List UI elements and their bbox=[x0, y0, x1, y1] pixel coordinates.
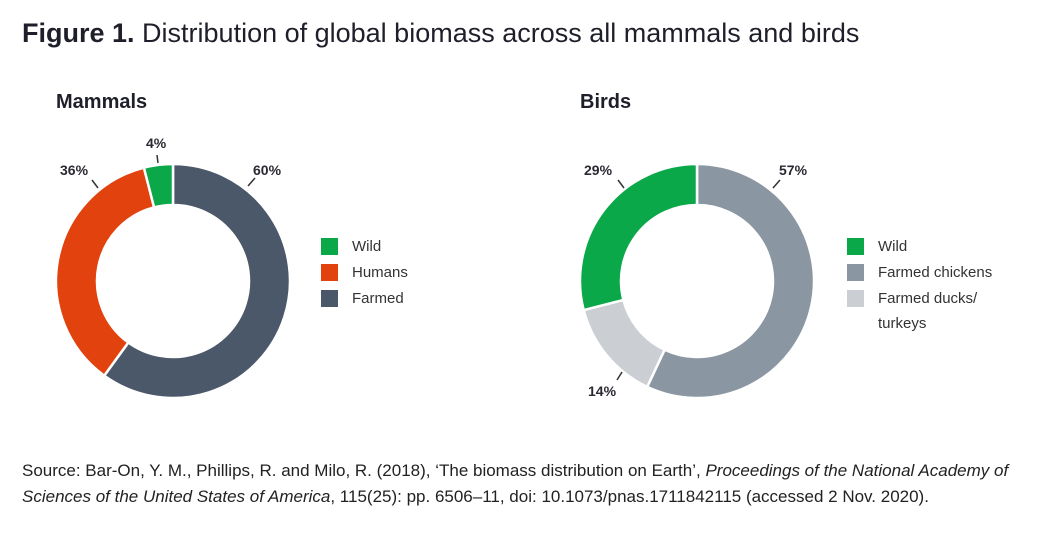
mammals-legend: Wild Humans Farmed bbox=[321, 238, 408, 316]
legend-label: Wild bbox=[352, 238, 382, 255]
mammals-chart-title: Mammals bbox=[56, 91, 148, 113]
legend-swatch bbox=[321, 238, 338, 255]
donut-slice-farmed-chickens bbox=[645, 162, 816, 400]
leader-line bbox=[91, 179, 99, 189]
leader-line bbox=[772, 179, 781, 189]
legend-item-wild: Wild bbox=[321, 238, 408, 255]
birds-donut bbox=[578, 162, 816, 400]
leader-line bbox=[247, 177, 256, 187]
legend-swatch bbox=[847, 264, 864, 281]
legend-label: Farmed bbox=[352, 290, 404, 307]
donut-slice-wild bbox=[578, 162, 699, 312]
leader-line bbox=[617, 179, 625, 189]
legend-swatch bbox=[321, 264, 338, 281]
source-suffix: , 115(25): pp. 6506–11, doi: 10.1073/pna… bbox=[330, 487, 929, 506]
birds-chart-title: Birds bbox=[580, 91, 632, 113]
leader-line bbox=[156, 154, 159, 164]
birds-legend: Wild Farmed chickens Farmed ducks/ turke… bbox=[847, 238, 997, 345]
legend-label: Wild bbox=[878, 238, 908, 255]
donut-slice-humans bbox=[54, 166, 156, 378]
figure-label: Figure 1. bbox=[22, 18, 135, 48]
legend-item-farmed-ducks-turkeys: Farmed ducks/ turkeys bbox=[847, 290, 997, 336]
legend-label: Farmed ducks/ turkeys bbox=[878, 290, 978, 332]
legend-item-wild: Wild bbox=[847, 238, 997, 255]
source-citation: Source: Bar-On, Y. M., Phillips, R. and … bbox=[22, 458, 1032, 510]
mammals-donut bbox=[54, 162, 292, 400]
legend-swatch bbox=[847, 290, 864, 307]
legend-item-farmed: Farmed bbox=[321, 290, 408, 307]
data-label-mammals-humans: 36% bbox=[60, 162, 89, 178]
donut-slice-farmed bbox=[102, 162, 292, 400]
legend-item-farmed-chickens: Farmed chickens bbox=[847, 264, 997, 281]
leader-lines bbox=[91, 154, 781, 381]
legend-item-humans: Humans bbox=[321, 264, 408, 281]
legend-label: Humans bbox=[352, 264, 408, 281]
data-label-mammals-farmed: 60% bbox=[253, 162, 282, 178]
legend-swatch bbox=[847, 238, 864, 255]
legend-swatch bbox=[321, 290, 338, 307]
donut-slice-farmed-ducks-turkeys bbox=[582, 298, 667, 389]
leader-line bbox=[616, 371, 623, 381]
donut-slice-wild bbox=[142, 162, 175, 209]
figure-title: Figure 1. Distribution of global biomass… bbox=[22, 18, 859, 49]
data-label-birds-ducks: 14% bbox=[588, 383, 617, 399]
data-label-birds-wild: 29% bbox=[584, 162, 613, 178]
source-journal: Proceedings of the National Academy of S… bbox=[22, 461, 1009, 506]
data-label-birds-chickens: 57% bbox=[779, 162, 808, 178]
source-prefix: Source: Bar-On, Y. M., Phillips, R. and … bbox=[22, 461, 706, 480]
legend-label: Farmed chickens bbox=[878, 264, 993, 281]
figure-title-text: Distribution of global biomass across al… bbox=[142, 18, 860, 48]
data-label-mammals-wild: 4% bbox=[146, 135, 167, 151]
